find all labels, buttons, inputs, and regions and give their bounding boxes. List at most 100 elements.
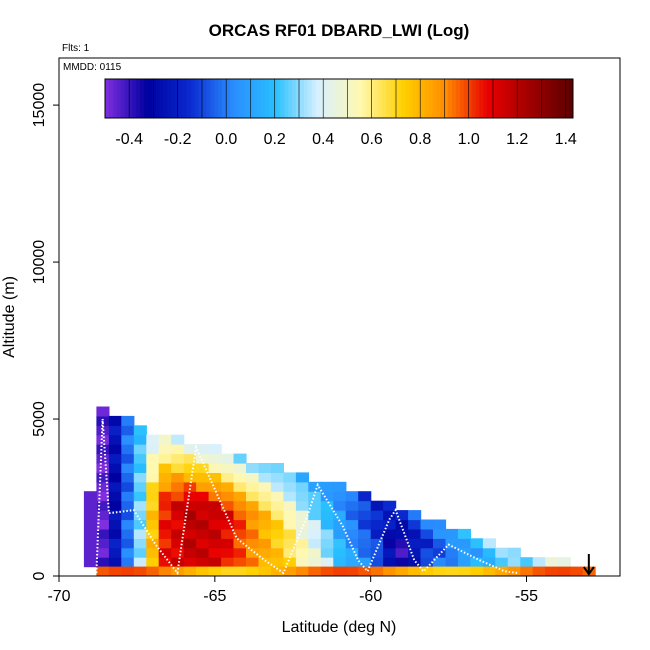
heatmap-cell	[345, 500, 359, 511]
colorbar-swatch	[261, 79, 266, 118]
heatmap-cell	[258, 463, 272, 473]
y-tick-label: 15000	[31, 83, 48, 128]
colorbar-swatch	[475, 79, 480, 118]
heatmap-cell	[358, 519, 372, 530]
colorbar-swatch	[183, 79, 188, 118]
colorbar-swatch	[245, 79, 250, 118]
heatmap-cell	[133, 481, 147, 492]
heatmap-cell	[383, 500, 397, 511]
heatmap-cell	[96, 415, 110, 426]
heatmap-cell	[246, 500, 260, 511]
colorbar-swatch	[210, 79, 215, 118]
heatmap-cell	[370, 547, 384, 558]
colorbar-swatch	[303, 79, 309, 118]
heatmap-cell	[171, 519, 185, 530]
heatmap-cell	[358, 538, 372, 549]
heatmap-cell	[208, 538, 222, 549]
heatmap-cell	[420, 538, 434, 549]
heatmap-cell	[283, 500, 297, 511]
heatmap-cell	[545, 557, 559, 568]
heatmap-cell	[96, 519, 110, 530]
heatmap-cell	[246, 557, 260, 568]
heatmap-cell	[470, 557, 484, 568]
heatmap-cell	[183, 500, 197, 511]
heatmap-cell	[96, 444, 110, 455]
heatmap-cell	[108, 472, 122, 483]
heatmap-cell	[270, 528, 284, 539]
heatmap-cell	[96, 510, 110, 521]
heatmap-cell	[183, 538, 197, 549]
y-axis: 0 5000 10000 15000	[31, 83, 59, 580]
heatmap-cell	[133, 519, 147, 530]
heatmap-cell	[146, 547, 160, 558]
x-tick-label: -70	[47, 588, 70, 605]
heatmap-cell	[495, 547, 509, 558]
heatmap-cell	[133, 557, 147, 568]
heatmap-cell	[196, 444, 210, 455]
heatmap-cell	[295, 500, 309, 511]
heatmap-cell	[196, 500, 210, 511]
heatmap-cell	[270, 557, 284, 568]
colorbar-swatch	[522, 79, 527, 118]
heatmap-cell	[221, 472, 235, 483]
heatmap-cell	[270, 538, 284, 549]
heatmap-cell	[121, 510, 135, 521]
colorbar-tick-label: 1.4	[555, 131, 577, 148]
colorbar-swatch	[112, 79, 118, 118]
surface-cell	[545, 566, 559, 576]
colorbar-swatch	[144, 79, 149, 118]
heatmap-cell	[358, 547, 372, 558]
heatmap-cell	[96, 481, 110, 492]
heatmap-cell	[108, 481, 122, 492]
heatmap-cell	[108, 425, 122, 436]
colorbar-swatch	[319, 79, 324, 118]
heatmap-cell	[233, 491, 247, 502]
heatmap-cell	[158, 472, 172, 483]
colorbar-swatch	[346, 79, 352, 118]
heatmap-cell	[308, 510, 322, 521]
colorbar-swatch	[253, 79, 258, 118]
heatmap-cell	[333, 528, 347, 539]
colorbar-swatch	[288, 79, 293, 118]
heatmap-cell	[333, 481, 347, 492]
heatmap-cell	[433, 519, 447, 530]
heatmap-cell	[171, 434, 185, 445]
heatmap-cell	[358, 528, 372, 539]
heatmap-cell	[221, 491, 235, 502]
heatmap-cell	[158, 500, 172, 511]
colorbar-swatch	[428, 79, 433, 118]
x-tick-label: -55	[515, 588, 538, 605]
surface-layer	[96, 566, 596, 576]
heatmap-cell	[158, 538, 172, 549]
heatmap-cell	[320, 547, 334, 558]
heatmap-cell	[295, 519, 309, 530]
heatmap-cell	[270, 510, 284, 521]
heatmap-cell	[358, 557, 372, 568]
heatmap-cell	[395, 557, 409, 568]
heatmap-cell	[133, 510, 147, 521]
heatmap-cell	[196, 557, 210, 568]
heatmap-cell	[196, 510, 210, 521]
heatmap-cell	[308, 538, 322, 549]
heatmap-cell	[395, 538, 409, 549]
heatmap-cell	[171, 491, 185, 502]
heatmap-cell	[283, 519, 297, 530]
colorbar-swatch	[120, 79, 125, 118]
colorbar-swatch	[514, 79, 519, 118]
colorbar-swatch	[370, 79, 375, 118]
heatmap-cell	[96, 500, 110, 511]
heatmap-cell	[370, 510, 384, 521]
heatmap-cell	[370, 500, 384, 511]
surface-cell	[270, 566, 284, 576]
heatmap-cell	[470, 547, 484, 558]
mmdd-annotation: MMDD: 0115	[63, 62, 122, 73]
colorbar-swatch	[342, 79, 348, 118]
heatmap-cell	[258, 547, 272, 558]
heatmap-cell	[108, 519, 122, 530]
heatmap-cell	[345, 491, 359, 502]
heatmap-cell	[121, 500, 135, 511]
heatmap-cell	[196, 547, 210, 558]
heatmap-cell	[433, 557, 447, 568]
colorbar-swatch	[444, 79, 449, 118]
